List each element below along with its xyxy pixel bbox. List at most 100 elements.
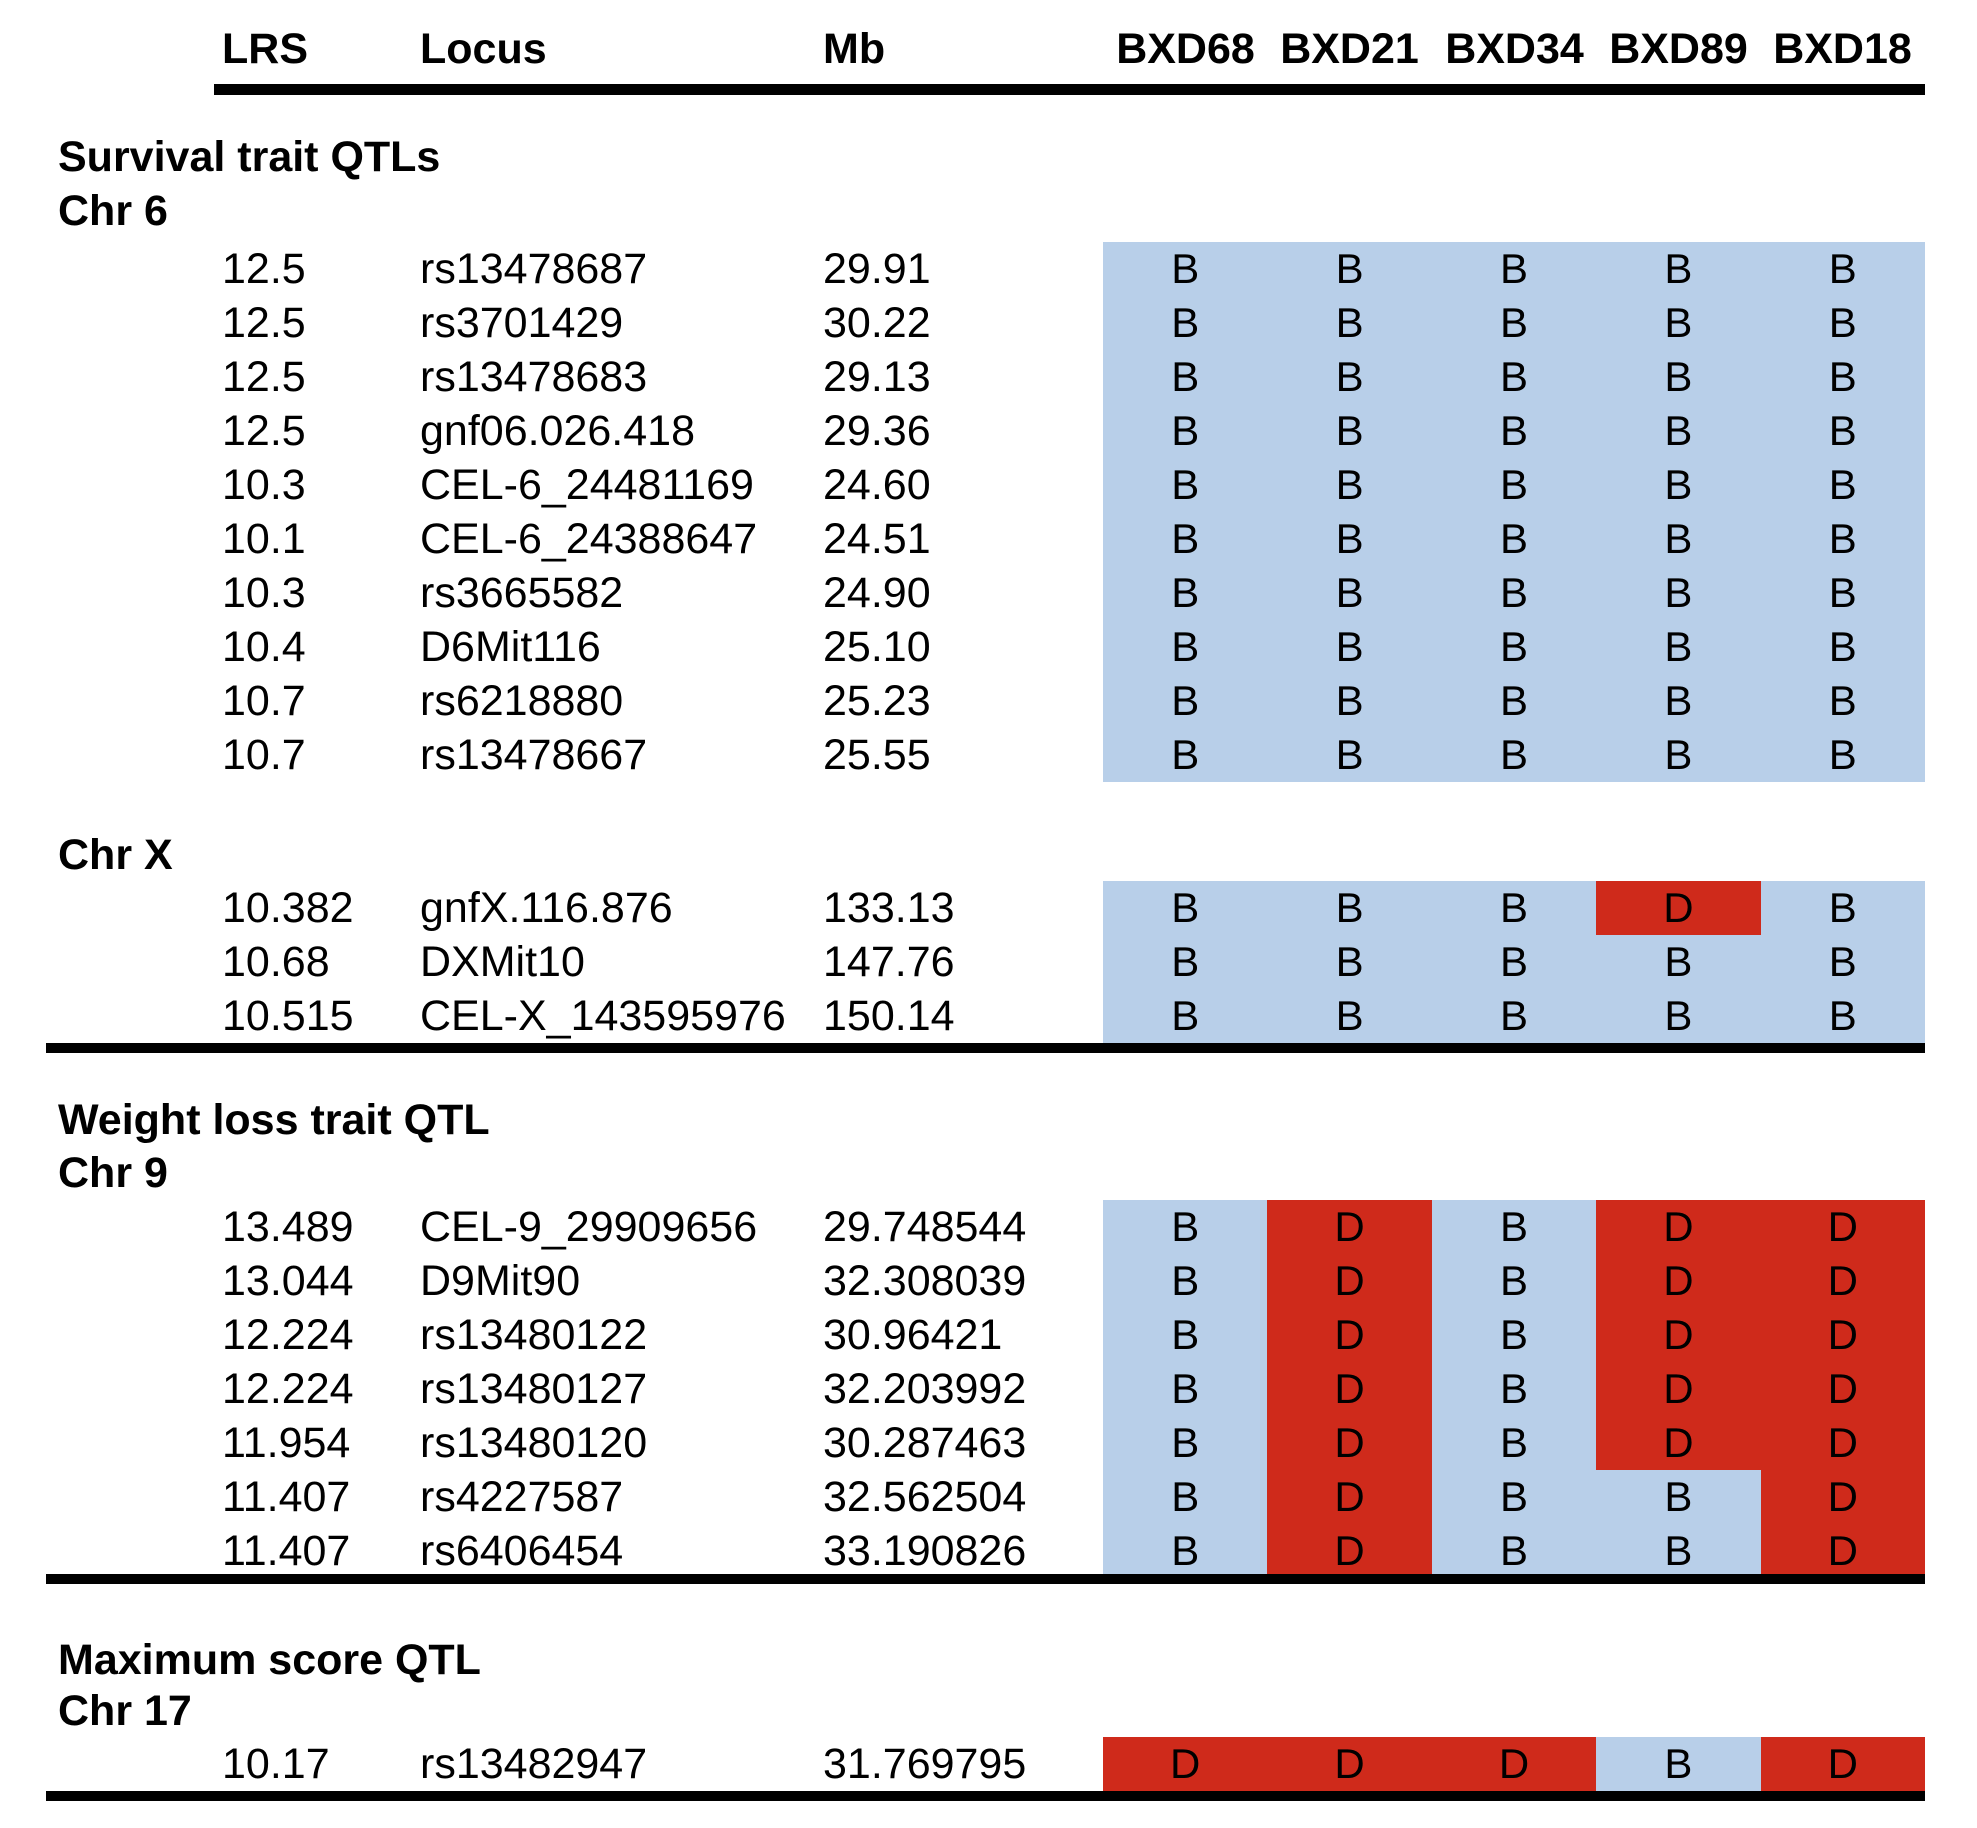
table-row: 10.4 D6Mit116 25.10 B B B B B: [0, 620, 1977, 674]
genotype-cell-bxd68: B: [1103, 458, 1268, 512]
genotype-cell-bxd68: B: [1103, 1524, 1268, 1578]
genotype-cell-bxd21: D: [1267, 1308, 1432, 1362]
genotype-cell-bxd18: D: [1760, 1362, 1925, 1416]
mb-value: 150.14: [823, 992, 955, 1040]
table-row: 11.954 rs13480120 30.287463 B D B D D: [0, 1416, 1977, 1470]
genotype-cell-bxd34: B: [1431, 1524, 1597, 1578]
mb-value: 25.23: [823, 677, 931, 725]
genotype-cell-bxd18: D: [1760, 1416, 1925, 1470]
genotype-cell-bxd18: B: [1760, 350, 1925, 404]
table-row: 12.224 rs13480127 32.203992 B D B D D: [0, 1362, 1977, 1416]
genotype-cell-bxd21: D: [1267, 1254, 1432, 1308]
genotype-cell-bxd89: D: [1596, 1308, 1761, 1362]
lrs-value: 10.4: [222, 623, 306, 671]
locus-value: rs6218880: [420, 677, 624, 725]
genotype-cell-bxd34: B: [1431, 881, 1597, 935]
genotype-cell-bxd89: B: [1596, 935, 1761, 989]
locus-value: DXMit10: [420, 938, 585, 986]
genotype-cell-bxd89: B: [1596, 512, 1761, 566]
genotype-cell-bxd18: B: [1760, 989, 1925, 1043]
lrs-value: 10.3: [222, 569, 306, 617]
genotype-cell-bxd21: B: [1267, 728, 1432, 782]
row-group-chrx: 10.382 gnfX.116.876 133.13 B B B D B 10.68 DXMit1…: [0, 881, 1977, 1043]
genotype-cell-bxd34: B: [1431, 566, 1597, 620]
mb-value: 25.55: [823, 731, 931, 779]
locus-value: gnfX.116.876: [420, 884, 673, 932]
genotype-cell-bxd68: B: [1103, 1200, 1268, 1254]
genotype-cell-bxd21: B: [1267, 989, 1432, 1043]
mb-value: 32.203992: [823, 1365, 1027, 1413]
section-title-weight-loss: Weight loss trait QTL: [58, 1096, 490, 1144]
mb-value: 24.51: [823, 515, 931, 563]
locus-value: CEL-X_143595976: [420, 992, 786, 1040]
genotype-cell-bxd34: B: [1431, 350, 1597, 404]
genotype-cell-bxd68: D: [1103, 1737, 1268, 1791]
genotype-cell-bxd68: B: [1103, 935, 1268, 989]
genotype-cell-bxd18: B: [1760, 566, 1925, 620]
genotype-cell-bxd89: B: [1596, 989, 1761, 1043]
table-row: 10.68 DXMit10 147.76 B B B B B: [0, 935, 1977, 989]
genotype-cell-bxd34: B: [1431, 1362, 1597, 1416]
header-rule: [214, 84, 1925, 95]
section-title-survival: Survival trait QTLs: [58, 133, 441, 181]
genotype-cell-bxd68: B: [1103, 620, 1268, 674]
genotype-cell-bxd34: B: [1431, 1200, 1597, 1254]
genotype-cell-bxd21: B: [1267, 512, 1432, 566]
locus-value: CEL-6_24481169: [420, 461, 754, 509]
genotype-cell-bxd89: B: [1596, 458, 1761, 512]
genotype-cell-bxd18: D: [1760, 1524, 1925, 1578]
genotype-cell-bxd89: B: [1596, 242, 1761, 296]
col-header-bxd21: BXD21: [1280, 25, 1419, 73]
locus-value: CEL-9_29909656: [420, 1203, 758, 1251]
locus-value: rs13478687: [420, 245, 648, 293]
locus-value: rs3701429: [420, 299, 624, 347]
table-row: 10.17 rs13482947 31.769795 D D D B D: [0, 1737, 1977, 1791]
genotype-cell-bxd18: B: [1760, 620, 1925, 674]
genotype-cell-bxd18: B: [1760, 242, 1925, 296]
locus-value: CEL-6_24388647: [420, 515, 758, 563]
genotype-cell-bxd89: D: [1596, 1416, 1761, 1470]
lrs-value: 10.17: [222, 1740, 330, 1788]
locus-value: rs13482947: [420, 1740, 648, 1788]
mb-value: 25.10: [823, 623, 931, 671]
genotype-cell-bxd68: B: [1103, 404, 1268, 458]
table-row: 10.7 rs6218880 25.23 B B B B B: [0, 674, 1977, 728]
genotype-cell-bxd18: B: [1760, 881, 1925, 935]
table-row: 10.382 gnfX.116.876 133.13 B B B D B: [0, 881, 1977, 935]
lrs-value: 13.489: [222, 1203, 354, 1251]
genotype-cell-bxd34: B: [1431, 1470, 1597, 1524]
table-row: 10.1 CEL-6_24388647 24.51 B B B B B: [0, 512, 1977, 566]
table-row: 12.5 rs3701429 30.22 B B B B B: [0, 296, 1977, 350]
genotype-cell-bxd68: B: [1103, 1416, 1268, 1470]
col-header-bxd68: BXD68: [1116, 25, 1255, 73]
table-row: 11.407 rs6406454 33.190826 B D B B D: [0, 1524, 1977, 1578]
genotype-cell-bxd34: B: [1431, 512, 1597, 566]
mb-value: 32.308039: [823, 1257, 1027, 1305]
genotype-cell-bxd34: B: [1431, 1308, 1597, 1362]
genotype-cell-bxd21: B: [1267, 881, 1432, 935]
bottom-rule: [46, 1791, 1925, 1801]
table-row: 12.5 rs13478687 29.91 B B B B B: [0, 242, 1977, 296]
genotype-cell-bxd89: D: [1596, 1200, 1761, 1254]
genotype-cell-bxd18: B: [1760, 512, 1925, 566]
table-row: 12.5 rs13478683 29.13 B B B B B: [0, 350, 1977, 404]
col-header-locus: Locus: [420, 25, 547, 73]
genotype-cell-bxd34: D: [1431, 1737, 1597, 1791]
mb-value: 30.287463: [823, 1419, 1027, 1467]
genotype-cell-bxd18: B: [1760, 935, 1925, 989]
genotype-cell-bxd18: D: [1760, 1470, 1925, 1524]
lrs-value: 10.7: [222, 677, 306, 725]
mb-value: 24.60: [823, 461, 931, 509]
genotype-cell-bxd68: B: [1103, 1308, 1268, 1362]
locus-value: rs13480120: [420, 1419, 648, 1467]
lrs-value: 10.382: [222, 884, 354, 932]
genotype-cell-bxd68: B: [1103, 242, 1268, 296]
genotype-cell-bxd34: B: [1431, 242, 1597, 296]
genotype-cell-bxd21: B: [1267, 296, 1432, 350]
chr-label-6: Chr 6: [58, 187, 168, 235]
genotype-cell-bxd89: B: [1596, 404, 1761, 458]
row-group-chr9: 13.489 CEL-9_29909656 29.748544 B D B D D 13.044…: [0, 1200, 1977, 1578]
mb-value: 33.190826: [823, 1527, 1027, 1575]
genotype-cell-bxd89: B: [1596, 728, 1761, 782]
